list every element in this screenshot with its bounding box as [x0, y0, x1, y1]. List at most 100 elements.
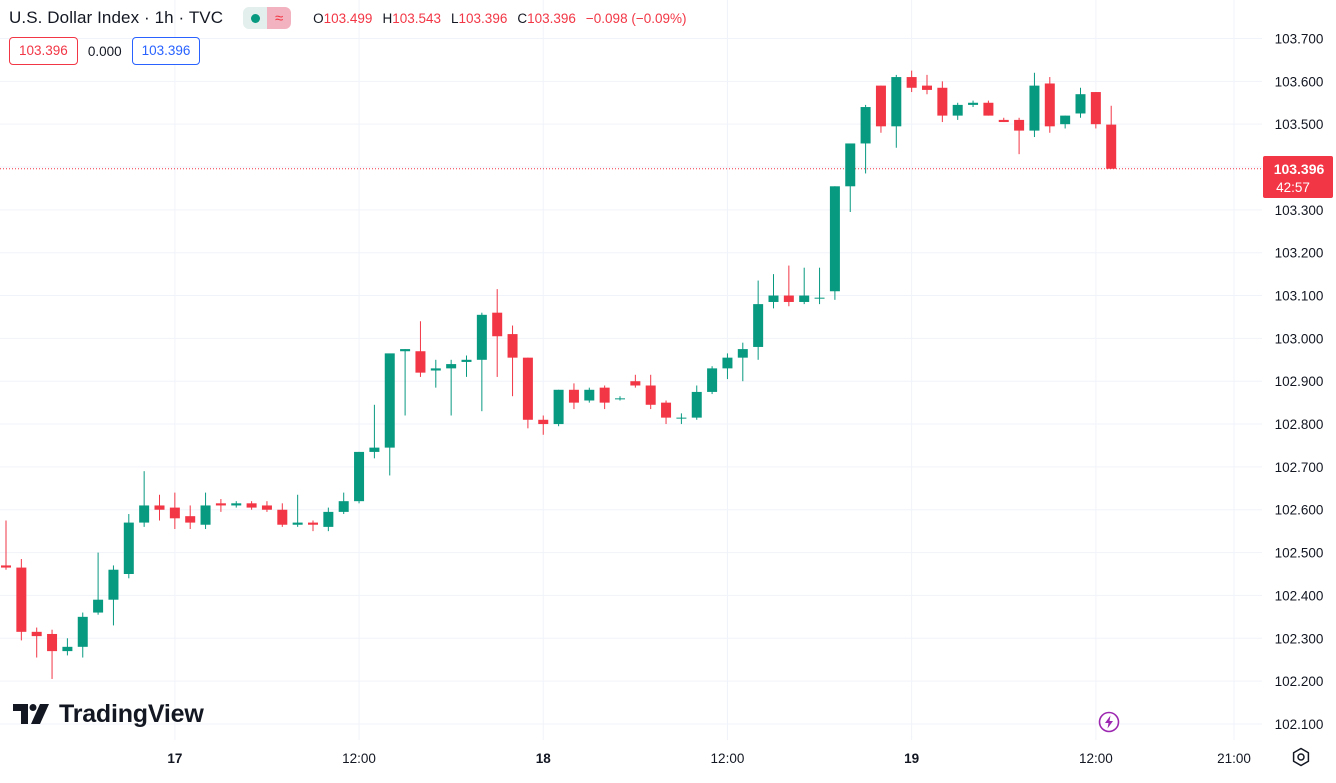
candle-body [108, 569, 119, 600]
candle-body [492, 312, 503, 337]
symbol-title[interactable]: U.S. Dollar Index · 1h · TVC [9, 8, 224, 27]
candle-body [875, 85, 886, 127]
time-tick-label: 12:00 [342, 751, 376, 766]
candle-body [937, 87, 948, 116]
candle-body [476, 314, 487, 360]
candle [369, 404, 380, 459]
candle-body [31, 631, 42, 637]
candle [891, 74, 902, 148]
bar-countdown: 42:57 [1276, 180, 1310, 195]
time-axis[interactable]: 17 12:00 18 12:00 19 12:00 21:00 [167, 751, 1251, 766]
candle [154, 494, 165, 521]
price-tick-label: 102.300 [1275, 631, 1324, 646]
candle [507, 325, 518, 397]
candle [1106, 105, 1117, 169]
high-key: H [382, 10, 393, 26]
candle [185, 505, 196, 530]
low-key: L [451, 10, 459, 26]
chart-header: U.S. Dollar Index · 1h · TVC ≈ O 103.499 … [9, 6, 696, 30]
candle [1090, 92, 1101, 129]
price-tick-label: 103.000 [1275, 331, 1324, 346]
candle-body [1075, 94, 1086, 114]
approx-icon: ≈ [267, 7, 292, 29]
candle-body [1090, 92, 1101, 125]
candle [707, 366, 718, 395]
candle [722, 353, 733, 380]
candle-body [1106, 124, 1117, 169]
price-tick-label: 103.300 [1275, 203, 1324, 218]
candle [1044, 77, 1055, 133]
candle-body [384, 353, 395, 448]
candle-body [722, 357, 733, 369]
price-tick-label: 102.600 [1275, 503, 1324, 518]
candle [829, 186, 840, 300]
candle [768, 274, 779, 309]
candle-body [215, 503, 226, 506]
candle [415, 321, 426, 377]
candle-body [1014, 119, 1025, 131]
candle [430, 359, 441, 388]
candle-body [737, 349, 748, 358]
candle-body [952, 104, 963, 116]
status-pill[interactable]: ≈ [243, 7, 292, 29]
candle [461, 355, 472, 377]
candle [845, 143, 856, 213]
candle-body [845, 143, 856, 187]
last-price-tag: 103.396 42:57 [1263, 156, 1333, 198]
candle-body [829, 186, 840, 292]
lightning-icon[interactable] [1098, 711, 1120, 733]
candle [1029, 72, 1040, 138]
candle-body [16, 567, 27, 632]
candle-body [1044, 83, 1055, 127]
tradingview-logo[interactable]: TradingView [13, 700, 204, 729]
low-value: 103.396 [458, 10, 508, 26]
price-axis[interactable]: 102.100 102.200 102.300 102.400 102.500 102.6… [1275, 32, 1324, 732]
candle-body [185, 516, 196, 523]
candle-body [154, 505, 165, 510]
candle [599, 385, 610, 410]
candle [492, 289, 503, 377]
candle [538, 415, 549, 435]
candle-body [507, 334, 518, 358]
candle-body [261, 505, 272, 510]
candle [1014, 117, 1025, 155]
candle [338, 492, 349, 515]
price-tick-label: 102.500 [1275, 546, 1324, 561]
candle [139, 471, 150, 527]
candle-body [814, 297, 825, 299]
candle [261, 501, 272, 512]
candle-body [400, 349, 411, 352]
candle [446, 359, 457, 416]
time-tick-label: 21:00 [1217, 751, 1251, 766]
buy-button[interactable]: 103.396 [131, 37, 201, 65]
candle [630, 374, 641, 388]
candle-body [615, 398, 625, 400]
chart-grid [0, 0, 1262, 740]
candle [123, 514, 134, 579]
candle [906, 70, 917, 93]
candle [937, 81, 948, 123]
price-tick-label: 103.500 [1275, 117, 1324, 132]
candle [691, 385, 702, 420]
candle-body [860, 107, 871, 144]
candle-body [983, 102, 994, 116]
logo-wordmark: TradingView [59, 700, 204, 728]
candle [323, 507, 334, 532]
last-price-value: 103.396 [1274, 161, 1325, 177]
candle-body [1029, 85, 1040, 131]
candle [277, 503, 288, 527]
candle-body [123, 522, 134, 574]
candle [200, 492, 211, 530]
candle [875, 85, 886, 133]
price-tick-label: 103.600 [1275, 74, 1324, 89]
sell-button[interactable]: 103.396 [9, 37, 78, 65]
candle [47, 629, 58, 679]
change-value: −0.098 (−0.09%) [585, 10, 687, 26]
price-tick-label: 102.900 [1275, 374, 1324, 389]
candle [93, 552, 104, 615]
gear-icon[interactable] [1291, 747, 1311, 767]
candle-body [584, 389, 595, 401]
price-tick-label: 102.800 [1275, 417, 1324, 432]
candle [31, 627, 42, 658]
